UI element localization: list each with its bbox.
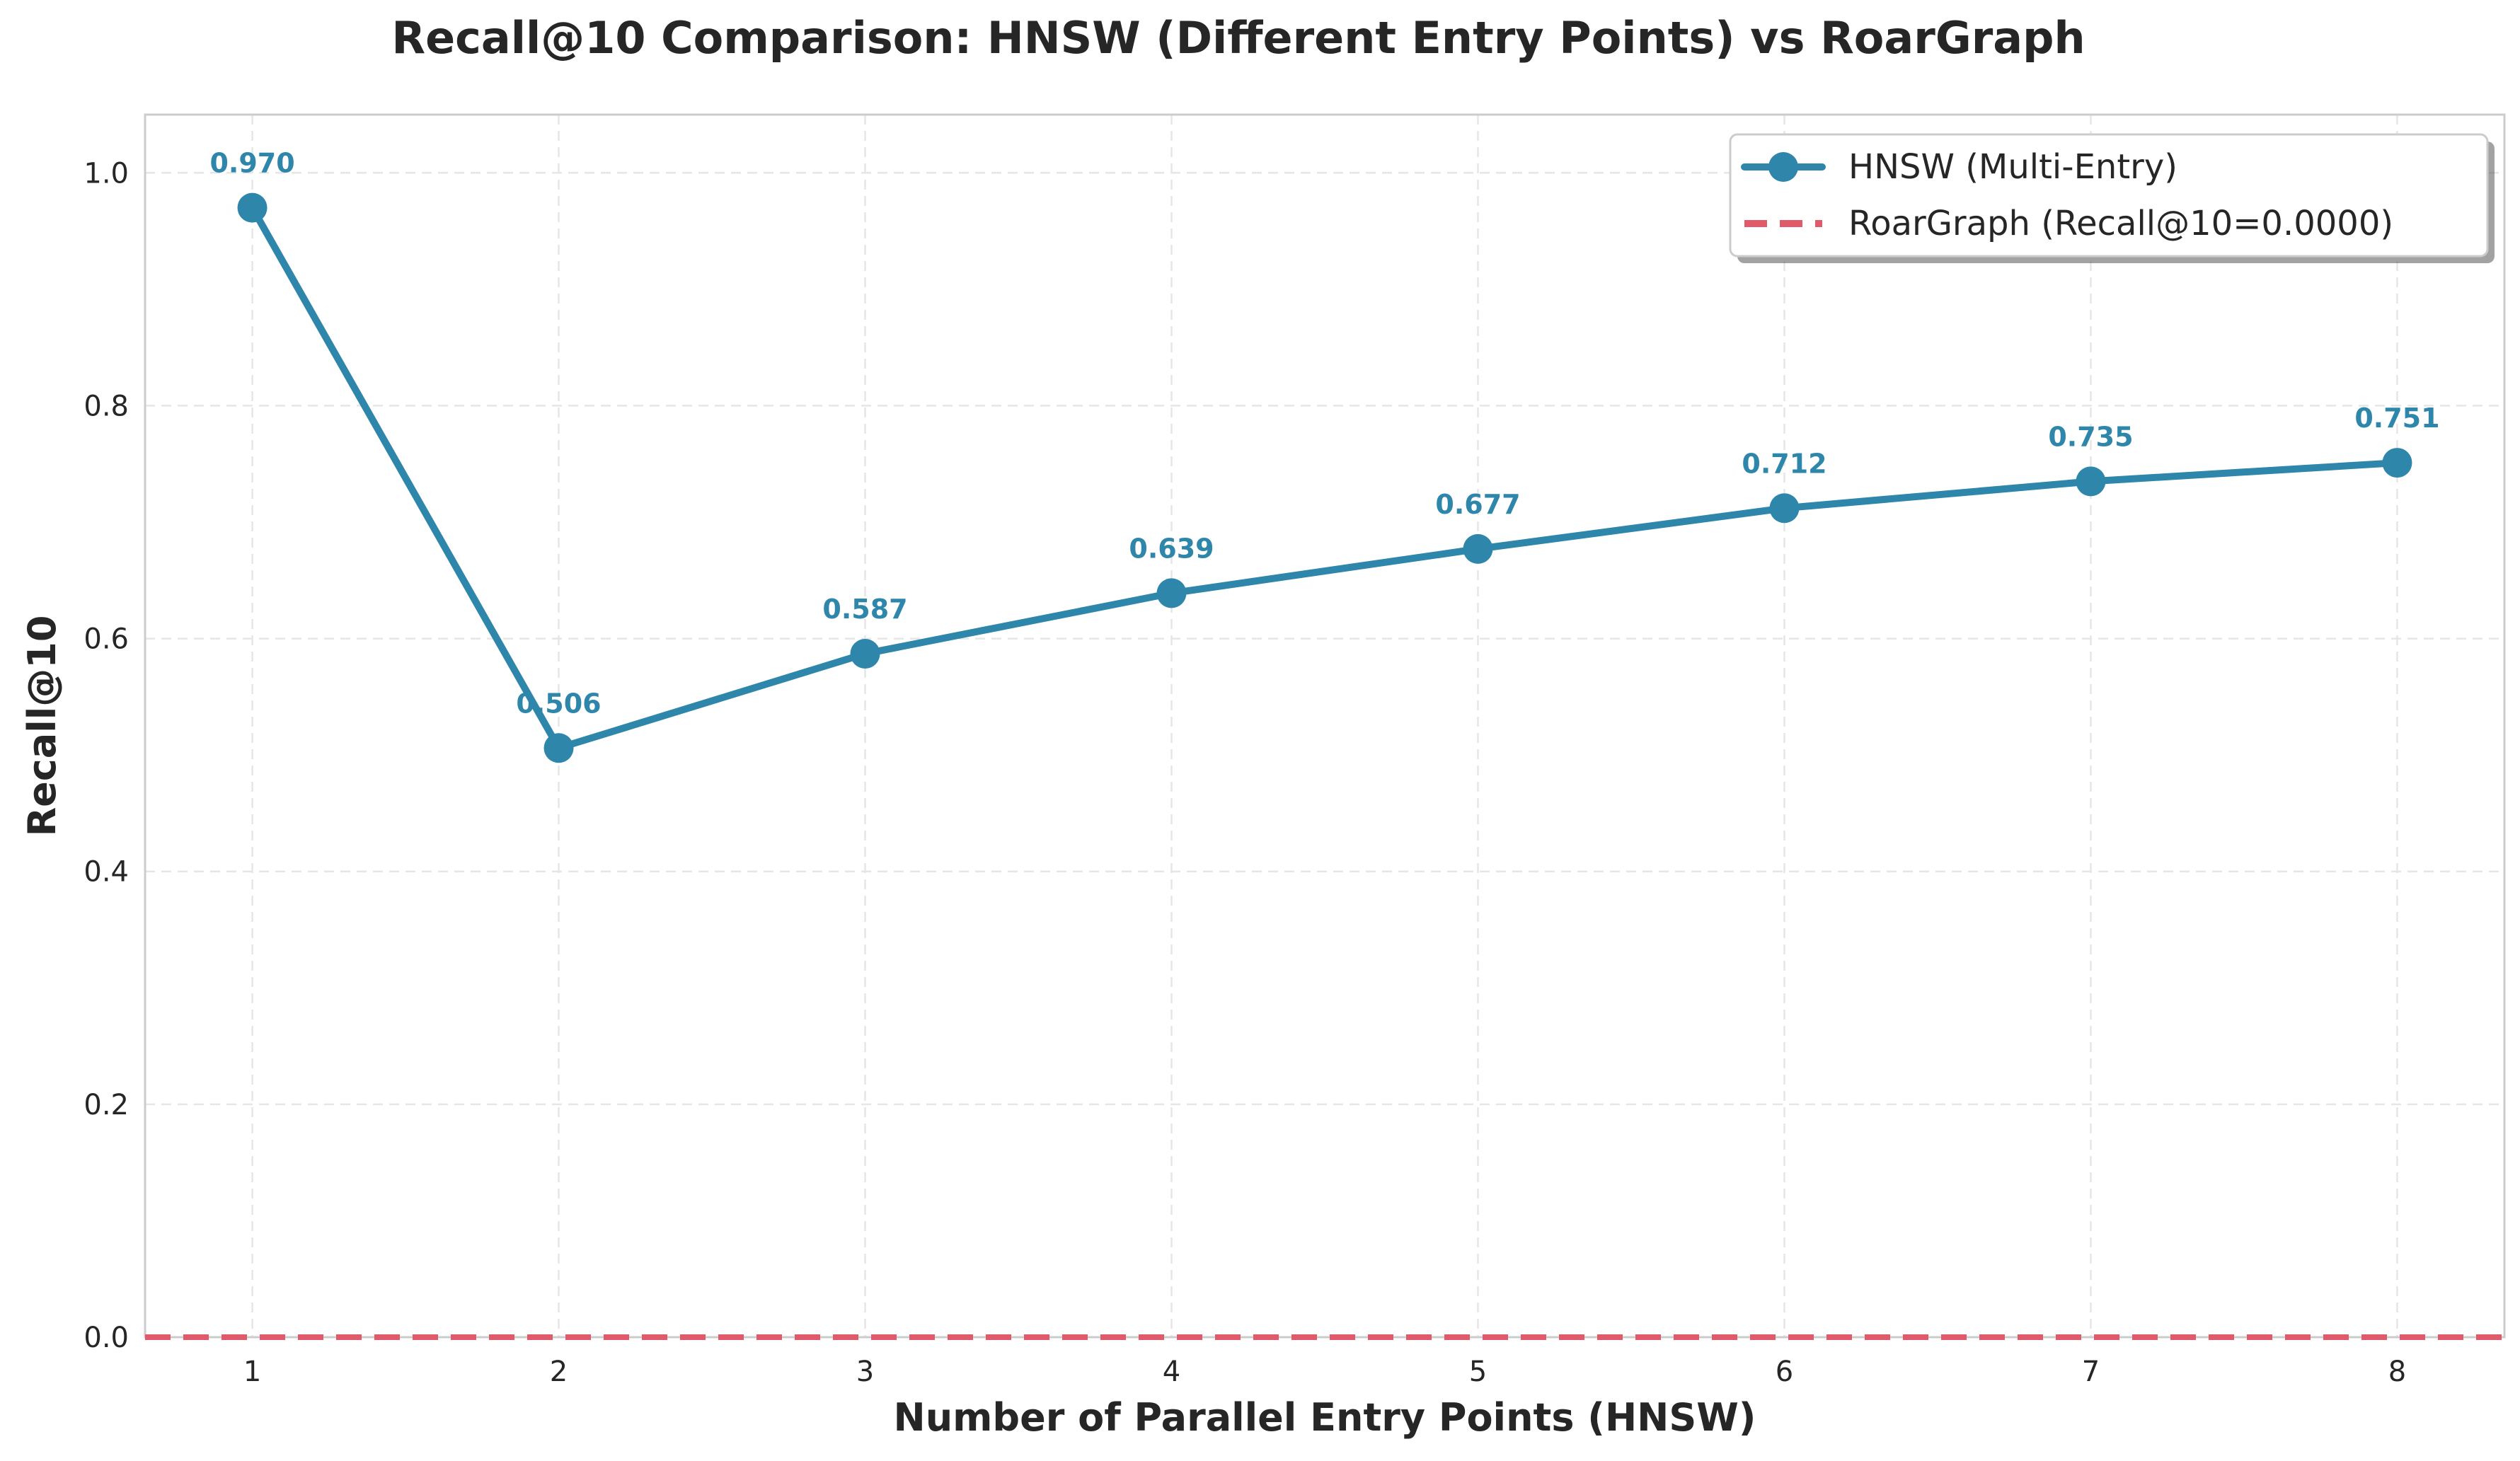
chart-title: Recall@10 Comparison: HNSW (Different En… — [391, 12, 2085, 64]
y-tick-label-5: 0.8 — [84, 390, 129, 422]
hnsw-value-label-4: 0.639 — [1129, 533, 1214, 564]
legend-box — [1729, 133, 2489, 258]
x-tick-label-3: 3 — [856, 1356, 874, 1388]
x-tick-label-8: 8 — [2388, 1356, 2406, 1388]
hnsw-value-label-6: 0.712 — [1742, 448, 1826, 479]
legend-roargraph-label: RoarGraph (Recall@10=0.0000) — [1848, 204, 2393, 243]
hnsw-series-line — [248, 204, 2401, 752]
y-tick-labels: 0.0 0.2 0.4 0.6 0.8 1.0 — [84, 157, 129, 1354]
y-tick-label-3: 0.4 — [84, 856, 129, 889]
hnsw-value-label-8: 0.751 — [2354, 403, 2439, 434]
x-tick-label-7: 7 — [2082, 1356, 2100, 1388]
y-axis-label: Recall@10 — [20, 616, 64, 837]
hnsw-value-label-7: 0.735 — [2048, 421, 2133, 452]
hnsw-point-4 — [1156, 578, 1187, 608]
x-tick-label-1: 1 — [243, 1356, 261, 1388]
legend: HNSW (Multi-Entry) RoarGraph (Recall@10=… — [1729, 133, 2495, 263]
x-tick-label-4: 4 — [1163, 1356, 1180, 1388]
hnsw-value-label-3: 0.587 — [822, 594, 907, 625]
y-tick-label-2: 0.2 — [84, 1089, 129, 1121]
y-tick-label-4: 0.6 — [84, 623, 129, 656]
series-layer — [237, 192, 2412, 763]
data-labels-layer: 0.970 0.506 0.587 0.639 0.677 0.712 0.735 0.751 — [209, 148, 2439, 720]
legend-hnsw-label: HNSW (Multi-Entry) — [1848, 147, 2177, 187]
hnsw-value-label-1: 0.970 — [209, 148, 294, 179]
legend-hnsw-marker — [1768, 152, 1798, 182]
hnsw-point-7 — [2076, 466, 2106, 497]
hnsw-point-5 — [1463, 533, 1493, 564]
x-tick-label-5: 5 — [1469, 1356, 1487, 1388]
hnsw-point-8 — [2382, 448, 2412, 478]
x-axis-label: Number of Parallel Entry Points (HNSW) — [894, 1395, 1756, 1440]
hnsw-point-6 — [1769, 493, 1800, 524]
x-tick-label-2: 2 — [550, 1356, 568, 1388]
hnsw-value-label-2: 0.506 — [516, 688, 601, 719]
hnsw-point-2 — [543, 733, 574, 763]
plot-area-frame — [144, 113, 2506, 1339]
y-tick-label-6: 1.0 — [84, 157, 129, 190]
x-tick-labels: 1 2 3 4 5 6 7 8 — [243, 1356, 2406, 1388]
hnsw-value-label-5: 0.677 — [1435, 489, 1520, 520]
x-tick-label-6: 6 — [1776, 1356, 1793, 1388]
hnsw-point-3 — [850, 638, 880, 669]
y-tick-label-1: 0.0 — [84, 1322, 129, 1354]
hnsw-point-1 — [237, 192, 267, 223]
